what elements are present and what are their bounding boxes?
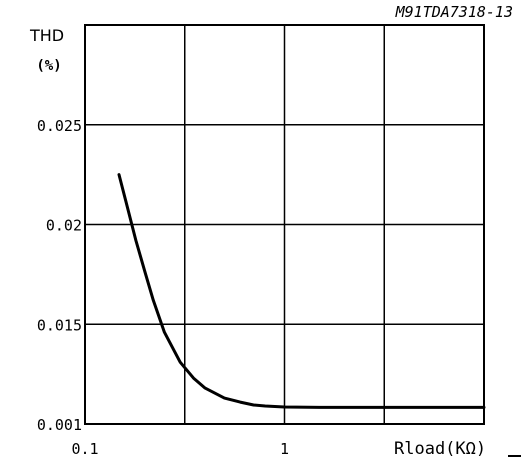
figure-id-label: M91TDA7318-13 bbox=[395, 3, 513, 21]
y-tick-label: 0.025 bbox=[37, 117, 82, 135]
plot-frame bbox=[84, 24, 485, 425]
series-layer bbox=[117, 173, 486, 409]
y-tick-label: 0.001 bbox=[37, 416, 82, 434]
y-tick-label: 0.02 bbox=[46, 217, 82, 235]
grid-lines bbox=[85, 25, 484, 424]
thd-curve bbox=[117, 173, 486, 409]
tick-labels: 0.025 0.02 0.015 0.001 0.1 1 bbox=[37, 117, 289, 458]
y-axis-unit: (%) bbox=[36, 58, 61, 74]
y-tick-label: 0.015 bbox=[37, 316, 82, 334]
x-axis-title: Rload(KΩ) bbox=[394, 439, 486, 459]
y-axis-title: THD bbox=[29, 26, 64, 45]
x-tick-label: 0.1 bbox=[71, 440, 98, 458]
x-tick-label: 1 bbox=[280, 440, 289, 458]
